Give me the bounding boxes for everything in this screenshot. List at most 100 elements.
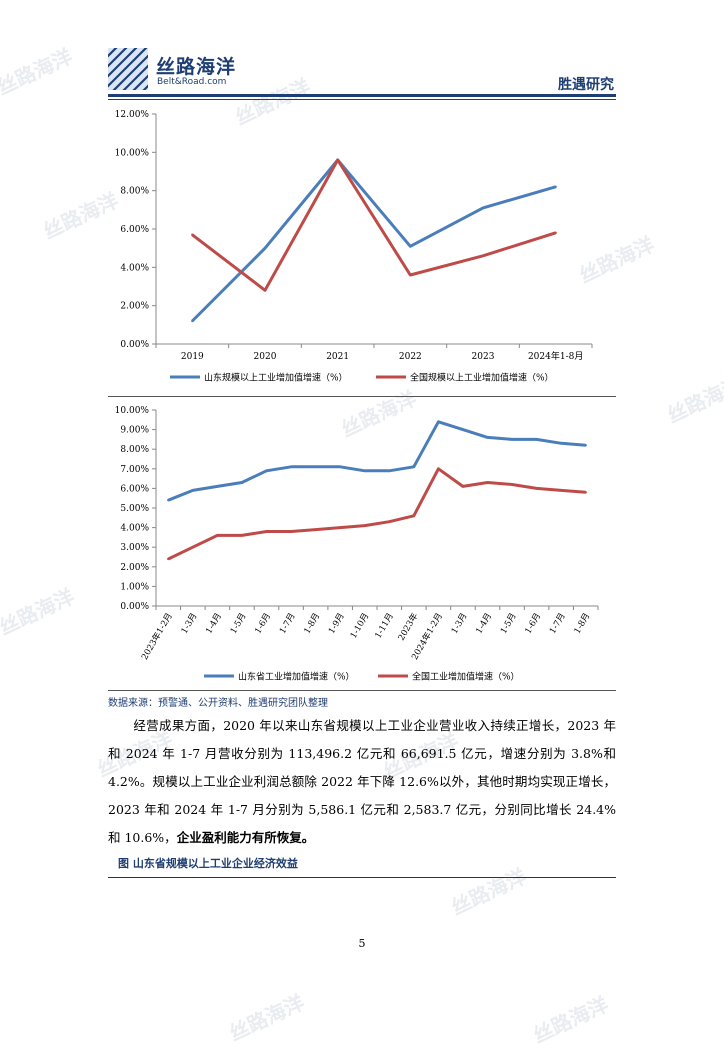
y-tick-label: 2.00% [120,302,149,312]
data-point [363,524,366,527]
body-paragraph: 经营成果方面，2020 年以来山东省规模以上工业企业营业收入持续正增长，2023… [108,712,616,852]
data-point [481,254,485,258]
y-tick-label: 5.00% [120,504,149,514]
series-line-2 [191,158,557,292]
x-tick-label: 1-4月 [474,612,494,636]
data-point [191,319,194,323]
data-point [263,246,267,250]
y-tick-label: 7.00% [120,465,149,475]
data-point [554,185,557,189]
watermark: 丝路海洋 [225,990,308,1046]
x-tick-label: 1-5月 [229,612,249,636]
data-point [510,483,514,486]
y-tick-label: 10.00% [115,406,150,416]
data-point [584,444,587,447]
data-point [559,489,563,492]
x-tick-label: 1-5月 [499,612,519,636]
x-tick-label: 1-4月 [204,612,224,636]
legend-label: 全国工业增加值增速（%） [412,671,520,683]
x-tick-label: 2023 [472,352,495,362]
data-point [437,420,440,423]
watermark: 丝路海洋 [0,584,78,640]
data-point [409,245,412,248]
x-tick-label: 2021 [326,352,349,362]
legend-label: 山东规模以上工业增加值增速（%） [204,372,348,384]
x-tick-label: 1-6月 [253,612,273,636]
data-source: 数据来源：预警通、公开资料、胜遇研究团队整理 [108,698,328,709]
header-rule [108,94,616,97]
data-point [289,530,293,533]
data-point [481,206,485,210]
header-rule-thin [108,99,616,100]
brand-name: 丝路海洋 [156,56,237,78]
x-tick-label: 2020 [254,352,277,362]
x-tick-label: 1-8月 [302,612,322,636]
x-tick-label: 2022 [399,352,422,362]
legend-label: 山东省工业增加值增速（%） [238,671,355,683]
chart-separator [108,690,616,691]
data-point [240,534,244,537]
brand-url: Belt&Road.com [157,77,227,87]
y-tick-label: 1.00% [120,582,149,592]
paragraph-bold: 企业盈利能力有所恢复。 [176,830,315,845]
page-number: 5 [358,937,366,950]
data-point [486,481,489,484]
data-point [510,438,514,441]
x-tick-label: 1-6月 [523,612,543,636]
series-line-1 [167,420,586,502]
y-tick-label: 0.00% [120,602,149,612]
series-line-1 [191,158,557,323]
y-tick-label: 3.00% [120,543,149,553]
chart-separator [108,396,616,397]
data-point [263,289,267,292]
watermark: 丝路海洋 [663,372,724,428]
data-point [167,557,170,561]
x-tick-label: 1-3月 [180,612,200,636]
data-point [584,491,587,494]
data-point [461,485,465,488]
x-tick-label: 1-7月 [278,612,298,636]
data-point [216,485,219,488]
x-tick-label: 1-9月 [327,612,347,636]
x-tick-label: 1-11月 [373,612,395,641]
figure-title: 图 山东省规模以上工业企业经济效益 [118,857,298,870]
y-tick-label: 8.00% [120,187,149,197]
data-point [314,465,317,469]
x-tick-label: 1-7月 [548,612,568,636]
x-tick-label: 1-10月 [349,612,371,641]
data-point [265,530,268,533]
y-tick-label: 4.00% [120,524,149,534]
data-point [412,514,416,518]
x-tick-label: 1-8月 [573,612,593,636]
watermark: 丝路海洋 [529,992,612,1048]
data-point [535,487,538,490]
data-point [363,469,366,472]
data-point [559,442,563,445]
paragraph-text: 经营成果方面，2020 年以来山东省规模以上工业企业营业收入持续正增长，2023… [108,718,616,845]
chart-annual-growth-svg: 0.00% 2.00% 4.00% 6.00% 8.00% 10.00% 12.00% 201… [115,110,593,384]
data-point [554,231,557,235]
y-tick-label: 4.00% [120,263,149,273]
data-point [167,498,170,502]
data-point [461,428,465,431]
data-point [191,546,195,549]
y-tick-label: 9.00% [120,426,149,436]
data-point [191,233,194,236]
data-point [336,158,339,162]
data-point [338,526,342,529]
data-point [412,465,416,469]
legend-label: 全国规模以上工业增加值增速（%） [410,372,554,384]
data-point [240,481,244,484]
y-tick-label: 0.00% [120,340,149,350]
y-tick-label: 10.00% [115,148,150,158]
logo-icon [108,48,148,90]
x-tick-label: 2023年 [396,611,421,643]
data-point [191,489,195,492]
y-tick-label: 8.00% [120,445,149,455]
section-title: 胜遇研究 [558,77,614,93]
chart-monthly-growth-svg: 0.00% 1.00% 2.00% 3.00% 4.00% 5.00% 6.00% 7.00%… [115,406,599,683]
y-tick-label: 12.00% [115,110,150,120]
data-point [338,465,342,469]
data-point [388,520,391,523]
watermark: 丝路海洋 [0,44,76,100]
